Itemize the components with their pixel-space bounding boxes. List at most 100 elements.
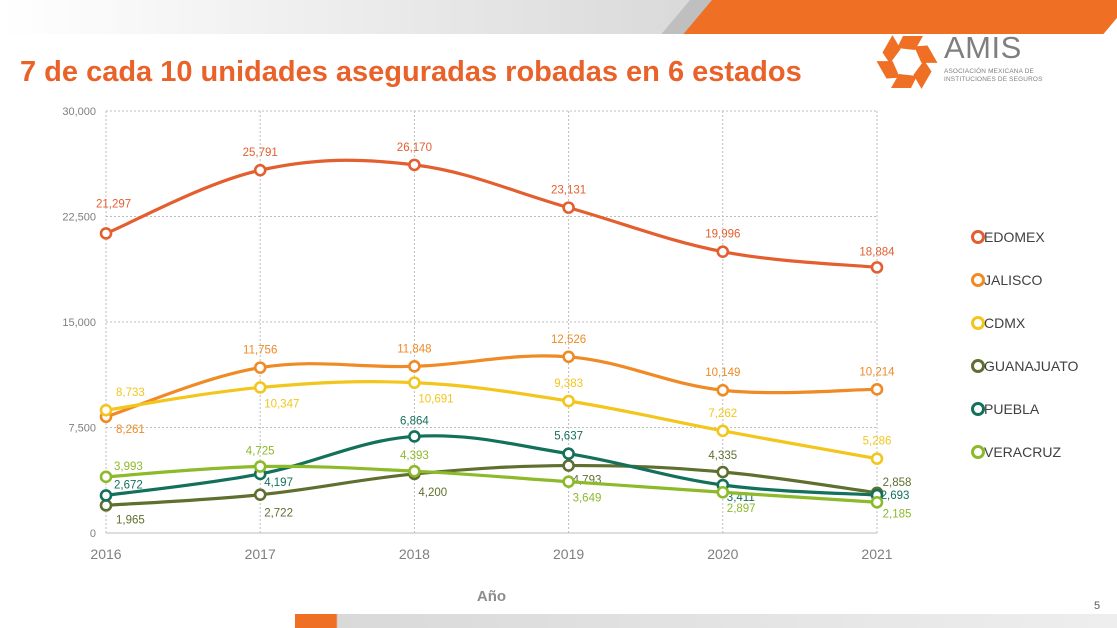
data-label-veracruz: 3,993 (114, 461, 143, 473)
x-tick-label: 2018 (399, 546, 430, 562)
legend-marker-guanajuato (971, 359, 985, 373)
page-number: 5 (1094, 600, 1101, 612)
bottom-decorative-band (295, 614, 1117, 628)
data-point-guanajuato (253, 488, 267, 502)
series-line-cdmx (104, 380, 879, 461)
data-point-veracruz (562, 475, 575, 488)
data-point-puebla (99, 489, 113, 502)
data-point-cdmx (408, 376, 421, 389)
top-decorative-band (0, 0, 700, 34)
legend-marker-veracruz (971, 445, 985, 459)
legend-marker-edomex (971, 230, 985, 244)
y-tick-label: 30,000 (62, 106, 96, 118)
series-line-puebla (104, 434, 879, 498)
data-point-jalisco (408, 360, 421, 373)
data-point-jalisco (253, 361, 267, 374)
y-tick-label: 15,000 (62, 317, 96, 329)
data-label-puebla: 2,693 (881, 490, 910, 502)
legend-marker-jalisco (971, 273, 985, 287)
data-label-veracruz: 4,725 (246, 446, 275, 458)
data-label-guanajuato: 2,858 (883, 477, 912, 489)
data-label-edomex: 19,996 (705, 229, 740, 241)
data-point-veracruz (870, 495, 884, 509)
data-label-guanajuato: 4,200 (418, 487, 447, 499)
data-label-puebla: 2,672 (114, 479, 143, 491)
series-line-guanajuato (104, 463, 879, 507)
data-label-jalisco: 10,214 (859, 366, 895, 378)
data-point-cdmx (716, 424, 730, 438)
legend-label: EDOMEX (984, 229, 1045, 245)
x-axis-title: Año (477, 588, 506, 605)
x-tick-label: 2016 (90, 546, 121, 562)
data-point-edomex (716, 245, 730, 259)
data-label-cdmx: 5,286 (863, 436, 892, 448)
data-point-cdmx (99, 403, 113, 417)
amis-logo-icon (876, 35, 938, 89)
x-tick-label: 2017 (245, 546, 276, 562)
series-line-edomex (104, 158, 879, 269)
data-point-guanajuato (99, 499, 113, 512)
data-point-veracruz (408, 464, 421, 478)
data-point-veracruz (253, 460, 267, 473)
data-point-edomex (870, 261, 884, 274)
data-label-jalisco: 11,848 (397, 343, 431, 355)
data-label-edomex: 23,131 (551, 185, 586, 197)
data-label-jalisco: 11,756 (243, 345, 277, 357)
data-point-cdmx (562, 394, 575, 408)
legend-marker-cdmx (971, 316, 985, 330)
data-point-puebla (408, 430, 421, 443)
data-label-guanajuato: 2,722 (264, 508, 293, 520)
logo-name: AMIS (944, 30, 1022, 65)
data-point-jalisco (870, 383, 884, 396)
data-label-cdmx: 10,347 (264, 398, 299, 410)
data-label-edomex: 26,170 (397, 142, 432, 154)
data-point-guanajuato (562, 459, 575, 472)
x-tick-label: 2019 (553, 546, 584, 562)
data-label-puebla: 4,197 (264, 477, 293, 489)
slide-title: 7 de cada 10 unidades aseguradas robadas… (20, 56, 802, 88)
data-label-guanajuato: 4,335 (708, 450, 737, 462)
data-point-edomex (253, 163, 267, 177)
data-point-cdmx (253, 381, 267, 394)
data-label-edomex: 25,791 (243, 147, 278, 159)
data-label-jalisco: 10,149 (705, 367, 740, 379)
data-point-veracruz (99, 470, 113, 484)
data-label-edomex: 21,297 (96, 198, 131, 210)
data-label-edomex: 18,884 (859, 246, 895, 258)
legend-item-veracruz: VERACRUZ (970, 441, 1100, 484)
legend-label: VERACRUZ (984, 444, 1062, 460)
y-tick-label: 0 (90, 528, 96, 540)
legend-item-puebla: PUEBLA (970, 398, 1100, 441)
data-label-jalisco: 8,261 (116, 424, 145, 436)
data-label-cdmx: 8,733 (116, 387, 145, 399)
data-point-edomex (408, 158, 421, 172)
data-point-jalisco (562, 350, 575, 364)
legend-label: CDMX (984, 315, 1026, 331)
y-tick-label: 7,500 (68, 423, 96, 435)
amis-logo: AMIS ASOCIACIÓN MEXICANA DE INSTITUCIONE… (876, 30, 1076, 92)
data-point-puebla (562, 447, 575, 461)
x-tick-label: 2020 (707, 546, 738, 562)
legend-marker-puebla (971, 402, 985, 416)
y-tick-label: 22,500 (62, 212, 96, 224)
data-label-puebla: 6,864 (400, 415, 429, 427)
legend-item-cdmx: CDMX (970, 312, 1100, 355)
data-point-guanajuato (716, 465, 730, 479)
data-label-cdmx: 9,383 (554, 378, 583, 390)
data-label-guanajuato: 1,965 (116, 514, 145, 526)
legend-item-jalisco: JALISCO (970, 269, 1100, 312)
legend-item-edomex: EDOMEX (970, 226, 1100, 269)
legend-label: PUEBLA (984, 401, 1040, 417)
data-point-edomex (562, 201, 575, 214)
data-point-cdmx (870, 452, 884, 465)
data-label-puebla: 5,637 (554, 431, 583, 443)
x-tick-label: 2021 (861, 546, 892, 562)
legend-label: GUANAJUATO (984, 358, 1079, 374)
data-point-jalisco (716, 383, 730, 397)
legend-item-guanajuato: GUANAJUATO (970, 355, 1100, 398)
data-label-cdmx: 10,691 (418, 394, 453, 406)
data-label-cdmx: 7,262 (708, 408, 737, 420)
data-label-veracruz: 3,649 (573, 493, 602, 505)
data-point-veracruz (716, 485, 730, 499)
